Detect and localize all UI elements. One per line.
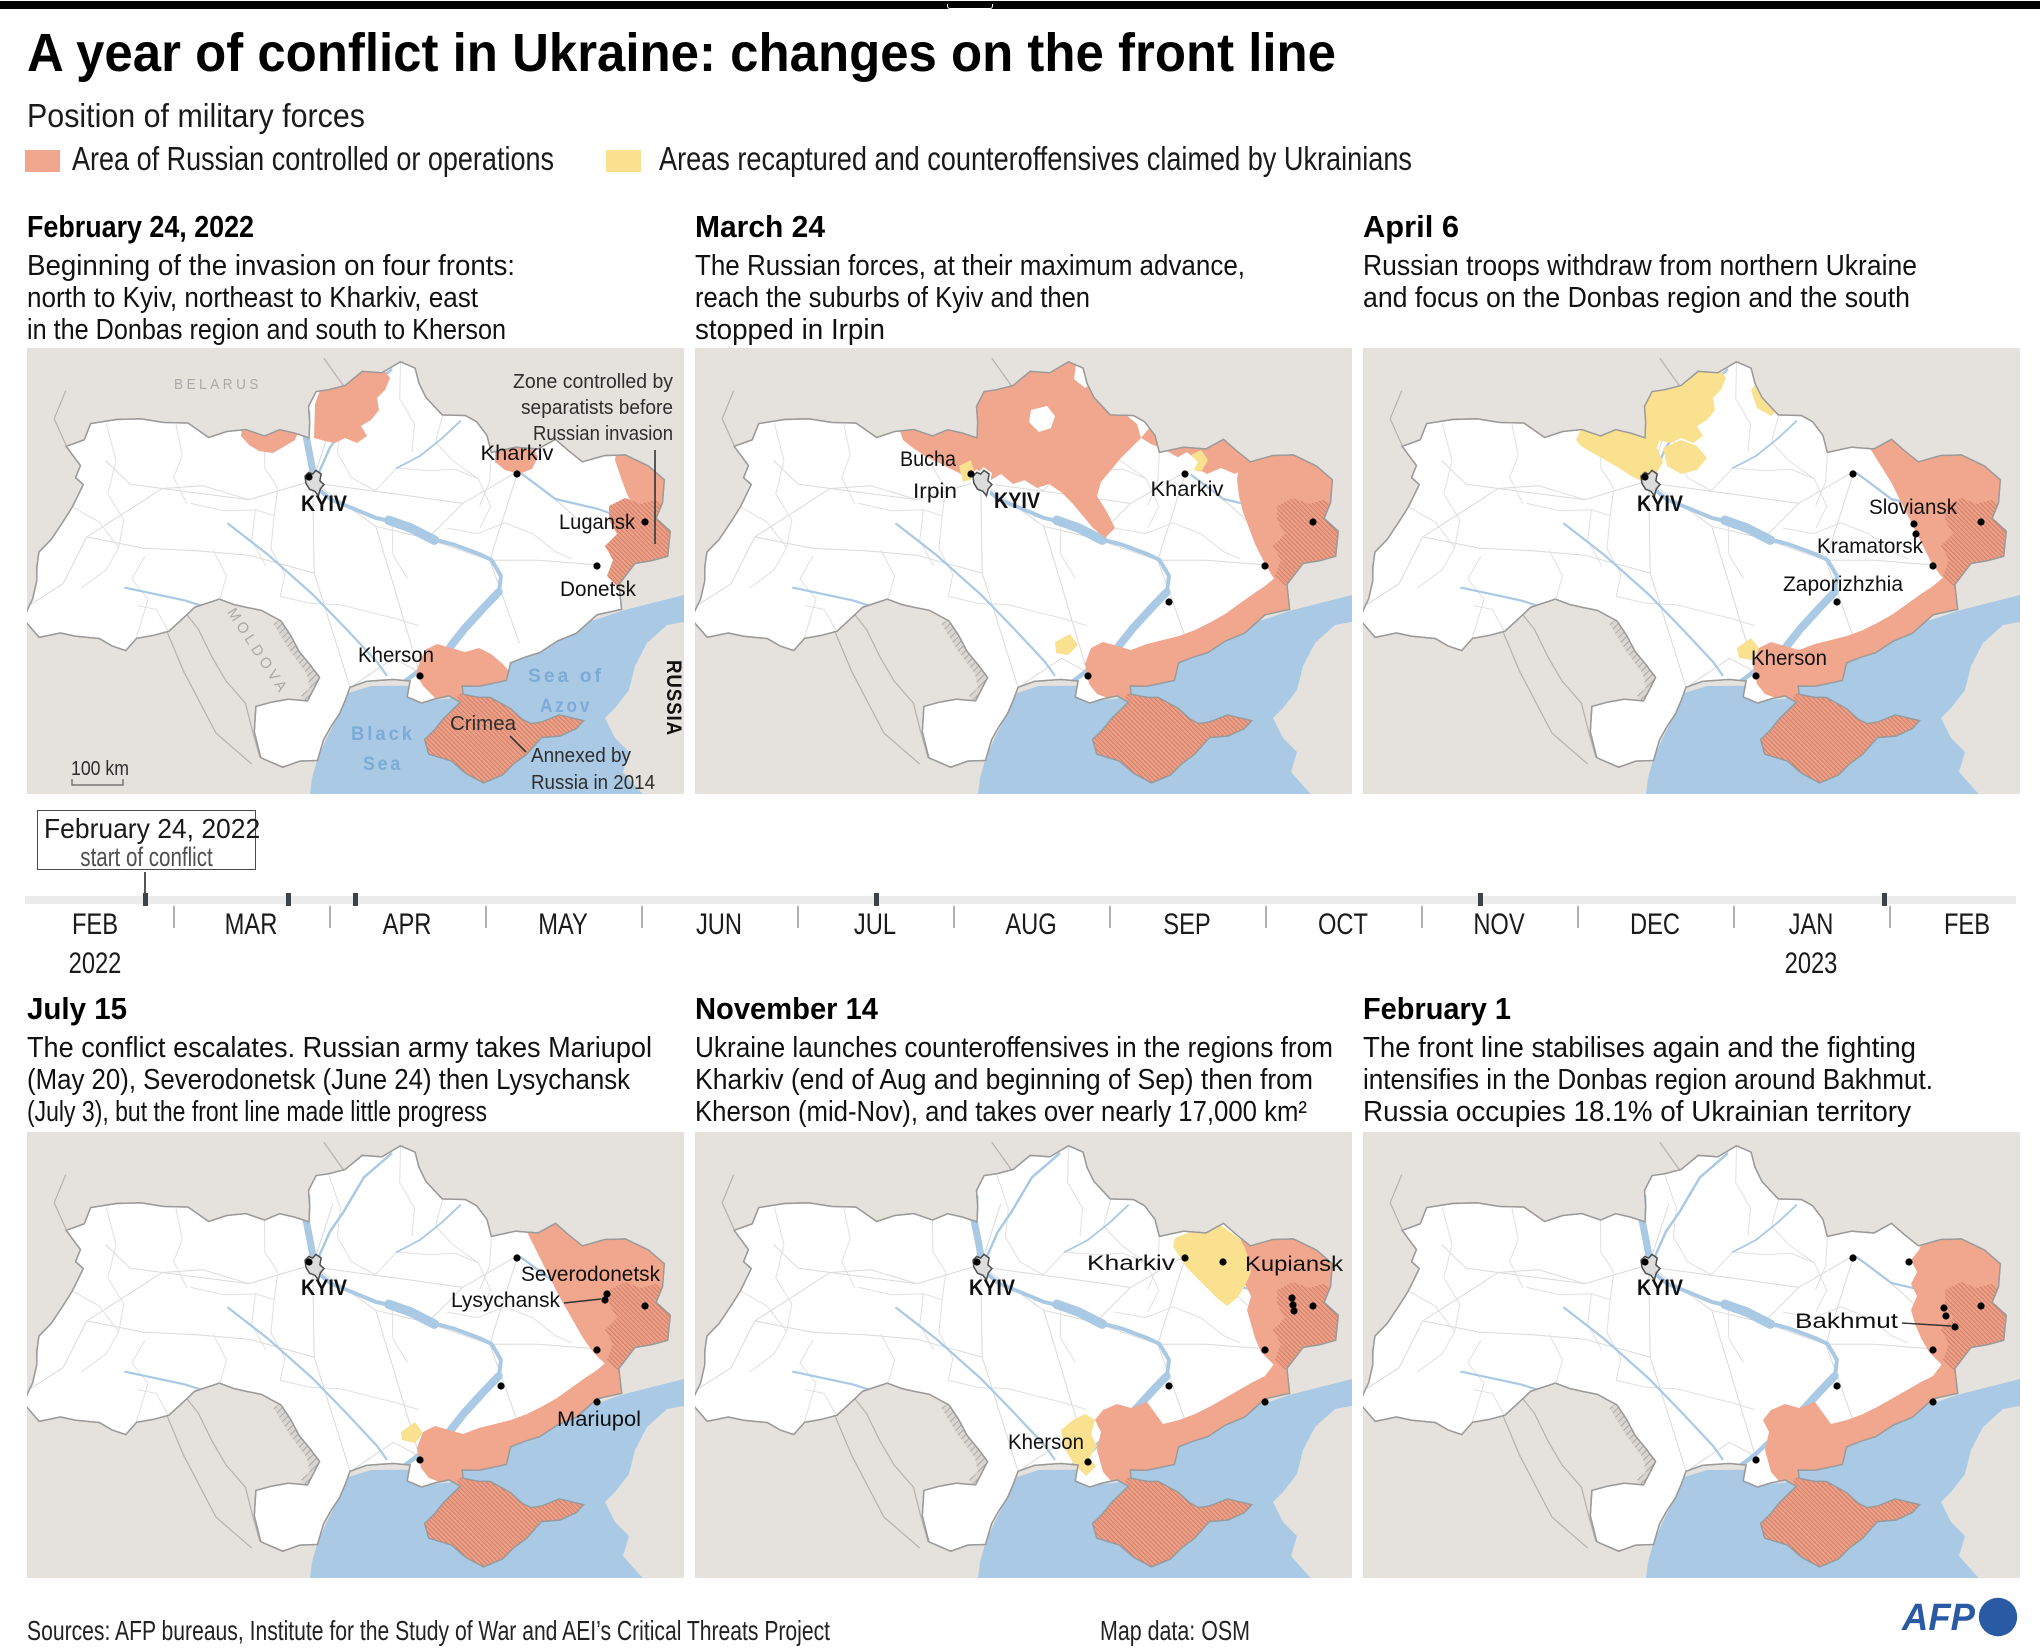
svg-text:Lugansk: Lugansk — [559, 511, 635, 534]
svg-text:Sea: Sea — [363, 754, 403, 775]
svg-text:KYIV: KYIV — [301, 1275, 347, 1300]
svg-text:Sea of: Sea of — [528, 666, 604, 687]
svg-text:Zone controlled by: Zone controlled by — [513, 371, 673, 393]
svg-text:Azov: Azov — [540, 696, 592, 717]
svg-text:Kherson: Kherson — [1008, 1431, 1084, 1454]
svg-text:Russia in 2014: Russia in 2014 — [531, 772, 655, 794]
svg-text:Kramatorsk: Kramatorsk — [1817, 535, 1923, 558]
svg-text:Sloviansk: Sloviansk — [1869, 496, 1957, 519]
svg-text:Bucha: Bucha — [900, 448, 956, 471]
svg-text:Bakhmut: Bakhmut — [1795, 1310, 1898, 1333]
svg-text:100 km: 100 km — [71, 758, 129, 780]
svg-text:KYIV: KYIV — [1637, 1275, 1683, 1300]
svg-text:Kharkiv: Kharkiv — [481, 442, 555, 465]
svg-text:Zaporizhzhia: Zaporizhzhia — [1783, 573, 1903, 596]
svg-text:Russian invasion: Russian invasion — [533, 423, 673, 445]
svg-text:KYIV: KYIV — [994, 488, 1040, 513]
svg-text:KYIV: KYIV — [301, 491, 347, 516]
svg-text:Kharkiv: Kharkiv — [1151, 478, 1225, 501]
svg-text:Kherson: Kherson — [358, 644, 434, 667]
svg-text:Irpin: Irpin — [913, 480, 957, 503]
svg-text:Kherson: Kherson — [1751, 647, 1827, 670]
svg-text:Crimea: Crimea — [450, 713, 517, 735]
svg-text:Kharkiv: Kharkiv — [1087, 1252, 1176, 1275]
svg-text:Mariupol: Mariupol — [557, 1408, 641, 1431]
svg-text:Annexed by: Annexed by — [531, 745, 631, 767]
svg-text:AFP: AFP — [1901, 1597, 1976, 1639]
svg-text:Severodonetsk: Severodonetsk — [521, 1263, 660, 1286]
svg-text:KYIV: KYIV — [969, 1275, 1015, 1300]
svg-text:separatists before: separatists before — [521, 397, 673, 419]
svg-text:BELARUS: BELARUS — [174, 376, 262, 393]
svg-text:Kupiansk: Kupiansk — [1245, 1253, 1344, 1276]
svg-text:Lysychansk: Lysychansk — [451, 1289, 561, 1312]
svg-text:KYIV: KYIV — [1637, 491, 1683, 516]
svg-text:RUSSIA: RUSSIA — [662, 660, 684, 736]
svg-text:Black: Black — [351, 724, 415, 745]
svg-text:Donetsk: Donetsk — [560, 578, 636, 601]
